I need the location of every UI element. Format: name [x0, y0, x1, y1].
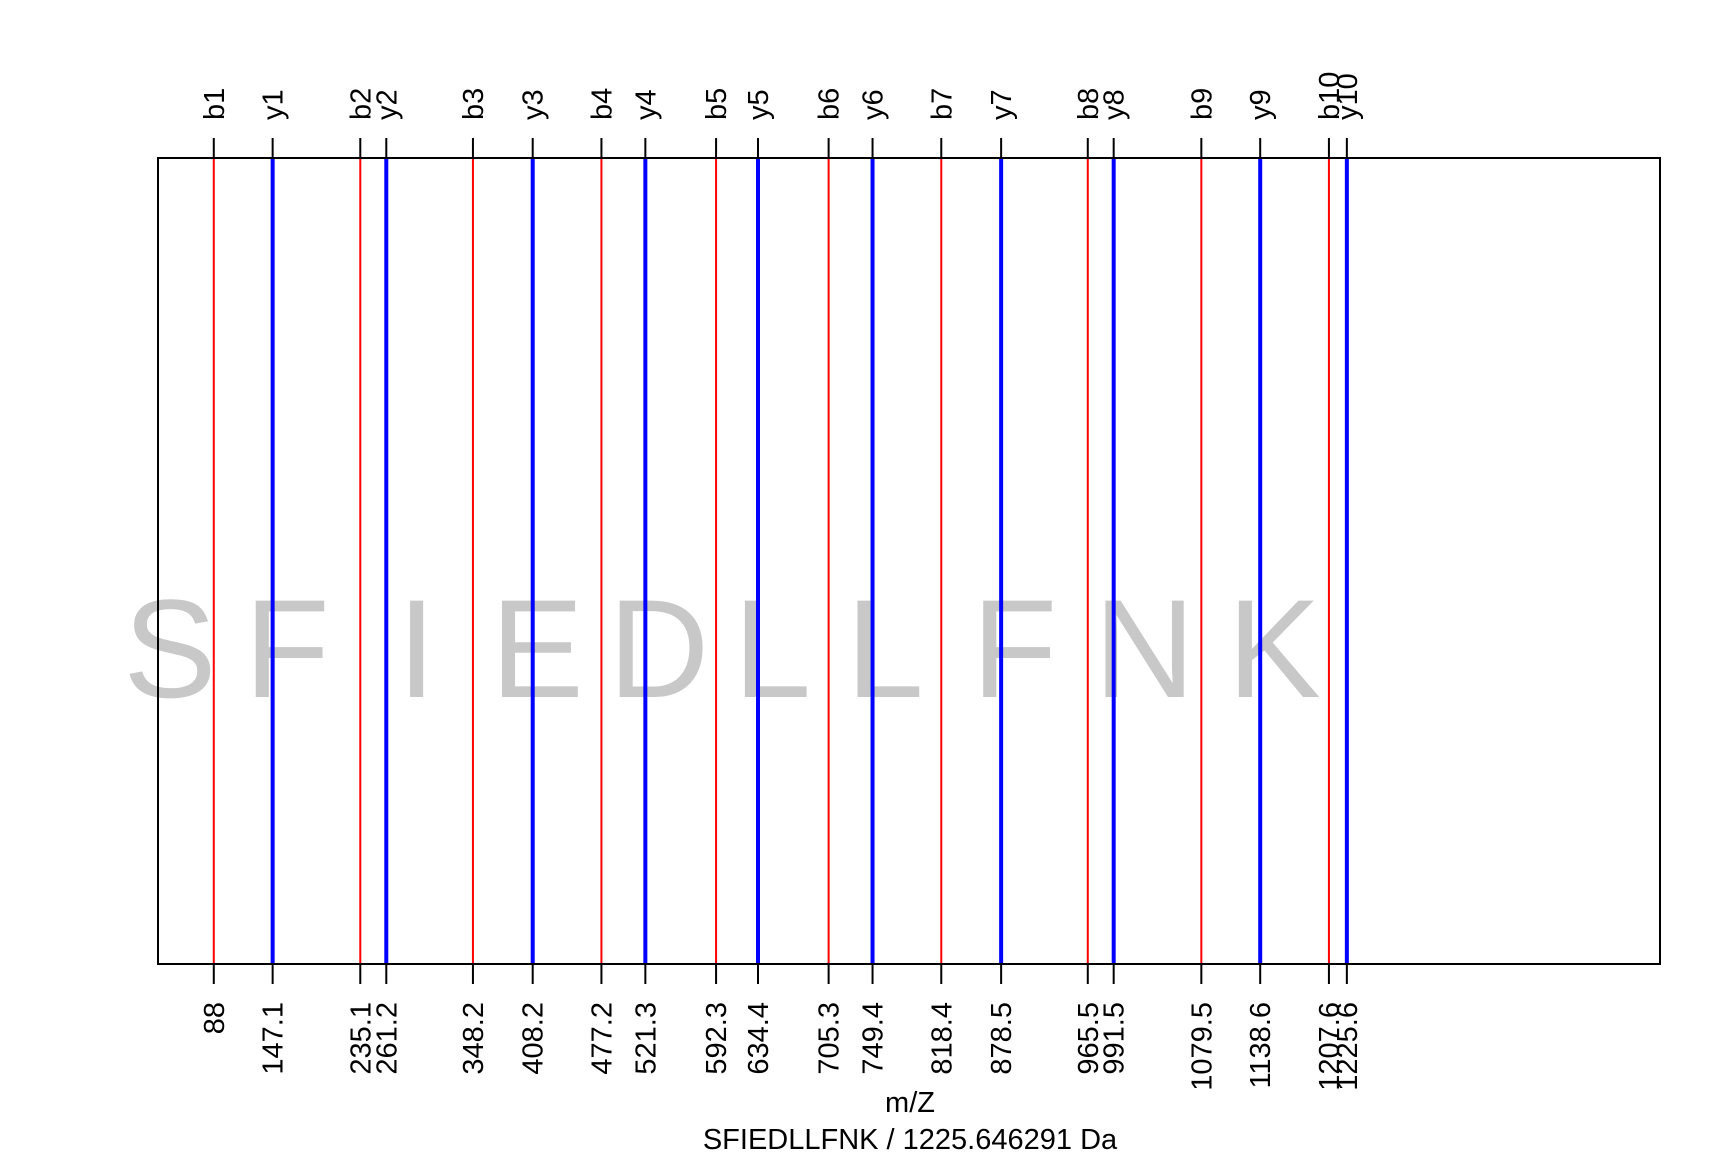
ion-label-b9: b9	[1186, 88, 1218, 120]
ion-label-y2: y2	[371, 89, 403, 120]
ion-label-b1: b1	[199, 88, 231, 120]
ion-label-b8: b8	[1073, 88, 1105, 120]
residue-letter: F	[244, 570, 330, 727]
plot-frame	[157, 157, 1661, 965]
ion-label-y5: y5	[743, 89, 775, 120]
residue-letter: S	[123, 570, 216, 727]
mz-label-y9: 1138.6	[1245, 1002, 1277, 1089]
mz-label-y6: 749.4	[858, 1002, 890, 1075]
residue-letter: D	[608, 570, 709, 727]
axis-ticks	[212, 138, 1348, 984]
mz-label-b1: 88	[199, 1002, 231, 1034]
ion-label-y4: y4	[630, 89, 662, 120]
x-axis-label: m/Z	[885, 1087, 935, 1119]
ion-label-y3: y3	[518, 89, 550, 120]
ion-label-y6: y6	[858, 89, 890, 120]
mz-label-b9: 1079.5	[1186, 1002, 1218, 1091]
mz-label-y5: 634.4	[743, 1002, 775, 1075]
mz-label-y2: 261.2	[371, 1002, 403, 1075]
mz-label-y8: 991.5	[1099, 1002, 1131, 1075]
mz-label-b6: 705.3	[814, 1002, 846, 1075]
ion-label-y9: y9	[1245, 89, 1277, 120]
mz-label-b4: 477.2	[586, 1002, 618, 1075]
ion-label-y10: y10	[1332, 73, 1364, 120]
ion-label-b10: b10	[1314, 72, 1346, 120]
mz-label-b5: 592.3	[701, 1002, 733, 1075]
residue-letter: E	[490, 570, 583, 727]
residue-letter: L	[846, 570, 924, 727]
ion-label-b5: b5	[701, 88, 733, 120]
mz-label-y3: 408.2	[518, 1002, 550, 1075]
ion-labels: b1 88 b2 235.1 b3 348.2 b4 477.2 b5 592.3 b6 705.3 b…	[199, 72, 1364, 1091]
mz-label-y4: 521.3	[630, 1002, 662, 1075]
mz-label-y1: 147.1	[258, 1002, 290, 1075]
ion-label-b3: b3	[458, 88, 490, 120]
mz-label-b8: 965.5	[1073, 1002, 1105, 1075]
ion-label-y1: y1	[258, 89, 290, 120]
residue-letter: K	[1227, 570, 1320, 727]
mz-label-y10: 1225.6	[1332, 1002, 1364, 1091]
ion-label-y8: y8	[1099, 89, 1131, 120]
residue-letter: N	[1094, 570, 1195, 727]
ion-label-b2: b2	[345, 88, 377, 120]
residue-letter: I	[397, 570, 436, 727]
ion-label-b4: b4	[586, 88, 618, 120]
mz-label-b2: 235.1	[345, 1002, 377, 1075]
ion-label-y7: y7	[986, 89, 1018, 120]
mz-label-b7: 818.4	[926, 1002, 958, 1075]
residue-letter: F	[972, 570, 1058, 727]
mz-label-y7: 878.5	[986, 1002, 1018, 1075]
residue-letter: L	[733, 570, 811, 727]
ion-label-b7: b7	[926, 88, 958, 120]
mz-label-b3: 348.2	[458, 1002, 490, 1075]
chart-subtitle: SFIEDLLFNK / 1225.646291 Da	[703, 1124, 1118, 1152]
mz-label-b10: 1207.6	[1314, 1002, 1346, 1091]
ion-lines	[212, 158, 1349, 964]
ion-label-b6: b6	[814, 88, 846, 120]
